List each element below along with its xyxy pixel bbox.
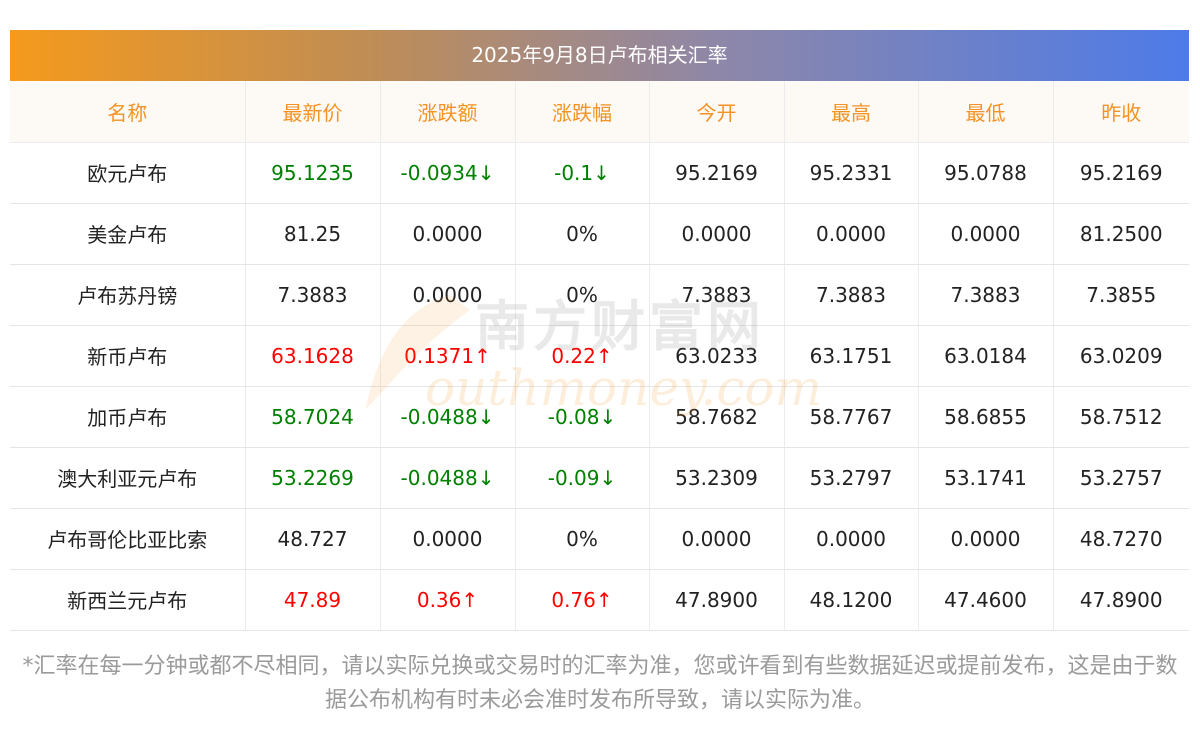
col-header-low: 最低 [918,81,1054,143]
cell-low: 0.0000 [918,508,1054,570]
cell-change: 0.36↑ [380,569,516,631]
cell-open: 0.0000 [649,508,785,570]
cell-open: 7.3883 [649,264,785,326]
cell-change: -0.0488↓ [380,386,516,448]
cell-low: 7.3883 [918,264,1054,326]
cell-change: -0.0488↓ [380,447,516,509]
rate-panel: 2025年9月8日卢布相关汇率 名称 最新价 涨跌额 涨跌幅 今开 最高 最低 … [10,30,1189,631]
cell-open: 58.7682 [649,386,785,448]
col-header-latest: 最新价 [245,81,381,143]
cell-latest: 47.89 [245,569,381,631]
cell-latest: 81.25 [245,203,381,265]
cell-latest: 63.1628 [245,325,381,387]
cell-prev: 58.7512 [1053,386,1189,448]
cell-name: 澳大利亚元卢布 [10,447,246,509]
cell-pct: 0% [515,203,650,265]
cell-name: 卢布哥伦比亚比索 [10,508,246,570]
table-row: 卢布苏丹镑 7.3883 0.0000 0% 7.3883 7.3883 7.3883 7.3… [10,264,1189,326]
cell-open: 95.2169 [649,142,785,204]
cell-name: 卢布苏丹镑 [10,264,246,326]
cell-prev: 7.3855 [1053,264,1189,326]
cell-latest: 53.2269 [245,447,381,509]
cell-latest: 95.1235 [245,142,381,204]
cell-prev: 81.2500 [1053,203,1189,265]
col-header-open: 今开 [649,81,785,143]
cell-low: 0.0000 [918,203,1054,265]
table-row: 加币卢布 58.7024 -0.0488↓ -0.08↓ 58.7682 58.7767 5… [10,386,1189,448]
cell-pct: 0.76↑ [515,569,650,631]
col-header-change: 涨跌额 [380,81,516,143]
cell-high: 58.7767 [784,386,919,448]
cell-name: 新西兰元卢布 [10,569,246,631]
cell-change: -0.0934↓ [380,142,516,204]
cell-high: 53.2797 [784,447,919,509]
cell-latest: 7.3883 [245,264,381,326]
cell-prev: 95.2169 [1053,142,1189,204]
cell-name: 美金卢布 [10,203,246,265]
table-row: 卢布哥伦比亚比索 48.727 0.0000 0% 0.0000 0.0000 0.0000… [10,508,1189,570]
cell-pct: 0.22↑ [515,325,650,387]
cell-high: 63.1751 [784,325,919,387]
col-header-prev: 昨收 [1053,81,1189,143]
cell-latest: 58.7024 [245,386,381,448]
cell-prev: 48.7270 [1053,508,1189,570]
cell-pct: 0% [515,508,650,570]
cell-change: 0.0000 [380,264,516,326]
table-row: 美金卢布 81.25 0.0000 0% 0.0000 0.0000 0.0000 81.25… [10,203,1189,265]
cell-open: 63.0233 [649,325,785,387]
cell-pct: -0.09↓ [515,447,650,509]
cell-pct: 0% [515,264,650,326]
cell-high: 0.0000 [784,508,919,570]
table-row: 欧元卢布 95.1235 -0.0934↓ -0.1↓ 95.2169 95.2331 95… [10,142,1189,204]
cell-high: 7.3883 [784,264,919,326]
cell-name: 欧元卢布 [10,142,246,204]
cell-high: 0.0000 [784,203,919,265]
cell-prev: 63.0209 [1053,325,1189,387]
table-row: 新币卢布 63.1628 0.1371↑ 0.22↑ 63.0233 63.1751 63.… [10,325,1189,387]
cell-prev: 53.2757 [1053,447,1189,509]
col-header-high: 最高 [784,81,919,143]
col-header-pct: 涨跌幅 [515,81,650,143]
cell-high: 95.2331 [784,142,919,204]
cell-change: 0.1371↑ [380,325,516,387]
col-header-name: 名称 [10,81,246,143]
table-header-row: 名称 最新价 涨跌额 涨跌幅 今开 最高 最低 昨收 [10,81,1189,143]
table-row: 新西兰元卢布 47.89 0.36↑ 0.76↑ 47.8900 48.1200 47.46… [10,569,1189,631]
cell-open: 0.0000 [649,203,785,265]
table-row: 澳大利亚元卢布 53.2269 -0.0488↓ -0.09↓ 53.2309 53.27… [10,447,1189,509]
rate-table: 名称 最新价 涨跌额 涨跌幅 今开 最高 最低 昨收 欧元卢布 95.1235 -0… [10,81,1189,631]
cell-latest: 48.727 [245,508,381,570]
cell-low: 95.0788 [918,142,1054,204]
cell-open: 53.2309 [649,447,785,509]
cell-pct: -0.1↓ [515,142,650,204]
table-title: 2025年9月8日卢布相关汇率 [10,30,1189,81]
cell-low: 53.1741 [918,447,1054,509]
cell-change: 0.0000 [380,203,516,265]
cell-low: 47.4600 [918,569,1054,631]
cell-change: 0.0000 [380,508,516,570]
disclaimer-note: *汇率在每一分钟或都不尽相同，请以实际兑换或交易时的汇率为准，您或许看到有些数据… [22,654,1178,713]
cell-high: 48.1200 [784,569,919,631]
cell-low: 58.6855 [918,386,1054,448]
cell-name: 新币卢布 [10,325,246,387]
cell-open: 47.8900 [649,569,785,631]
cell-prev: 47.8900 [1053,569,1189,631]
cell-pct: -0.08↓ [515,386,650,448]
cell-low: 63.0184 [918,325,1054,387]
cell-name: 加币卢布 [10,386,246,448]
